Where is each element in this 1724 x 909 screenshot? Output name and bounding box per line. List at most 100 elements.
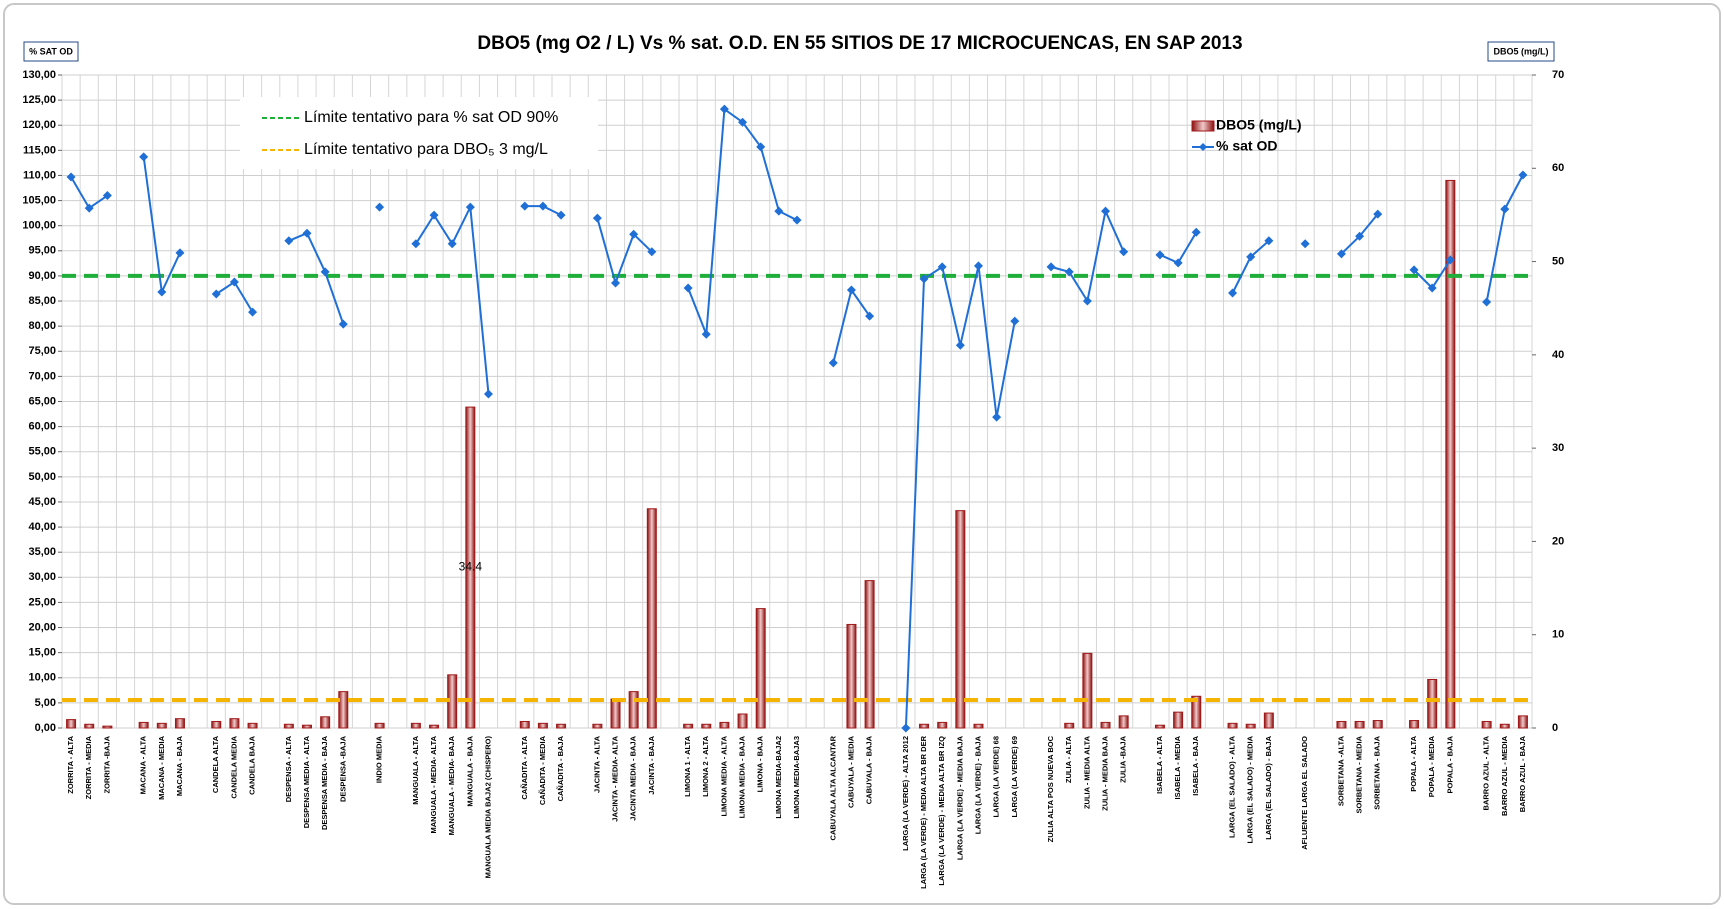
x-tick-label: DESPENSA - ALTA	[284, 735, 293, 802]
marker	[1173, 258, 1183, 268]
bar	[919, 723, 930, 729]
marker	[102, 191, 112, 201]
marker	[1482, 297, 1492, 307]
x-tick-label: MANGUALA - ALTA	[411, 735, 420, 804]
marker	[411, 239, 421, 249]
x-tick-label: CABUYALA - BAJA	[865, 735, 874, 804]
x-tick-label: ISABELA - MEDIA	[1173, 735, 1182, 799]
marker	[1445, 255, 1455, 265]
marker	[719, 104, 729, 114]
y-tick-label: 115,00	[23, 144, 56, 156]
bar	[556, 723, 567, 729]
marker	[84, 203, 94, 213]
bar	[465, 406, 476, 729]
bar	[973, 723, 984, 729]
bar	[338, 691, 349, 729]
y2-tick-label: 10	[1552, 629, 1564, 641]
x-tick-label: POPALA - BAJA	[1445, 735, 1454, 793]
marker	[1119, 247, 1129, 257]
marker	[611, 278, 621, 288]
marker	[483, 389, 493, 399]
marker	[937, 262, 947, 272]
marker	[919, 274, 929, 284]
bar	[1227, 722, 1238, 729]
bar	[1173, 711, 1184, 729]
data-label: 34.4	[459, 560, 483, 574]
bar	[1499, 723, 1510, 729]
marker	[447, 239, 457, 249]
y-tick-label: 15,00	[28, 647, 56, 659]
x-tick-label: LIMONA MEDIA-BAJA2	[774, 736, 783, 819]
chart-title: DBO5 (mg O2 / L) Vs % sat. O.D. EN 55 SI…	[477, 33, 1242, 54]
marker	[229, 277, 239, 287]
bar	[537, 722, 548, 729]
bar	[737, 713, 748, 729]
marker	[211, 289, 221, 299]
x-tick-label: MANGUALA - BAJA	[465, 735, 474, 806]
x-tick-label: JACINTA - MEDIA- ALTA	[611, 735, 620, 821]
bar	[1154, 724, 1165, 729]
y-tick-label: 130,00	[22, 69, 56, 81]
bar	[374, 722, 385, 729]
marker	[556, 210, 566, 220]
marker	[955, 340, 965, 350]
bar	[864, 580, 875, 729]
bar	[1263, 712, 1274, 729]
marks	[62, 104, 1532, 733]
marker	[1264, 236, 1274, 246]
x-tick-label: LARGA (LA VERDE) - MEDIA BAJA	[955, 735, 964, 860]
x-tick-label: DESPENSA MEDIA - ALTA	[302, 735, 311, 828]
x-tick-label: LARGA (LA VERDE) 68	[992, 736, 1001, 818]
bar	[846, 623, 857, 729]
marker	[1155, 250, 1165, 260]
bar	[1064, 722, 1075, 729]
bar	[683, 723, 694, 729]
y-tick-label: 40,00	[28, 521, 56, 533]
marker	[846, 285, 856, 295]
y2-tick-label: 30	[1552, 442, 1564, 454]
x-tick-label: LIMONA - BAJA	[756, 735, 765, 792]
marker	[538, 201, 548, 211]
marker	[320, 267, 330, 277]
x-tick-label: MACANA - ALTA	[139, 735, 148, 794]
x-tick-label: POPALA - MEDIA	[1427, 735, 1436, 797]
bar	[102, 725, 113, 729]
y-tick-label: 10,00	[28, 672, 56, 684]
y-tick-label: 30,00	[28, 571, 56, 583]
marker	[248, 307, 258, 317]
marker	[1427, 283, 1437, 293]
x-tick-label: SORBETANA - MEDIA	[1355, 735, 1364, 813]
marker	[1046, 262, 1056, 272]
bar	[628, 691, 639, 729]
x-tick-label: ISABELA - BAJA	[1191, 735, 1200, 795]
marker	[1518, 170, 1528, 180]
x-tick-label: LIMONA MEDIA-BAJA3	[792, 736, 801, 819]
x-tick-label: CANDELA MEDIA	[229, 735, 238, 798]
marker	[284, 236, 294, 246]
x-tick-label: DESPENSA -BAJA	[338, 735, 347, 802]
marker	[66, 172, 76, 182]
x-tick-label: LARGA (LA VERDE) 69	[1010, 736, 1019, 818]
reference-legend-label: Límite tentativo para % sat OD 90%	[304, 109, 558, 126]
marker	[1228, 288, 1238, 298]
bar	[1354, 720, 1365, 729]
bar	[1372, 720, 1383, 729]
x-tick-label: JACINTA MEDIA - BAJA	[629, 735, 638, 820]
x-tick-label: POPALA - ALTA	[1409, 735, 1418, 791]
bar	[174, 718, 185, 729]
x-tick-label: LIMONA MEDIA - ALTA	[719, 735, 728, 816]
marker	[1336, 249, 1346, 259]
x-tick-label: ZULIA - MEDIA ALTA	[1082, 735, 1091, 809]
x-tick-label: JACINTA - BAJA	[647, 735, 656, 794]
x-tick-label: JACINTA - ALTA	[592, 735, 601, 793]
bar	[1445, 179, 1456, 729]
bar	[1118, 715, 1129, 729]
bar	[1191, 695, 1202, 729]
x-tick-label: ZORRITA - ALTA	[66, 735, 75, 793]
x-tick-label: LIMONA 2 - ALTA	[701, 735, 710, 796]
y-tick-label: 105,00	[22, 194, 56, 206]
marker	[375, 202, 385, 212]
x-tick-label: BARRO AZUL - ALTA	[1482, 735, 1491, 810]
marker	[647, 247, 657, 257]
marker	[338, 319, 348, 329]
